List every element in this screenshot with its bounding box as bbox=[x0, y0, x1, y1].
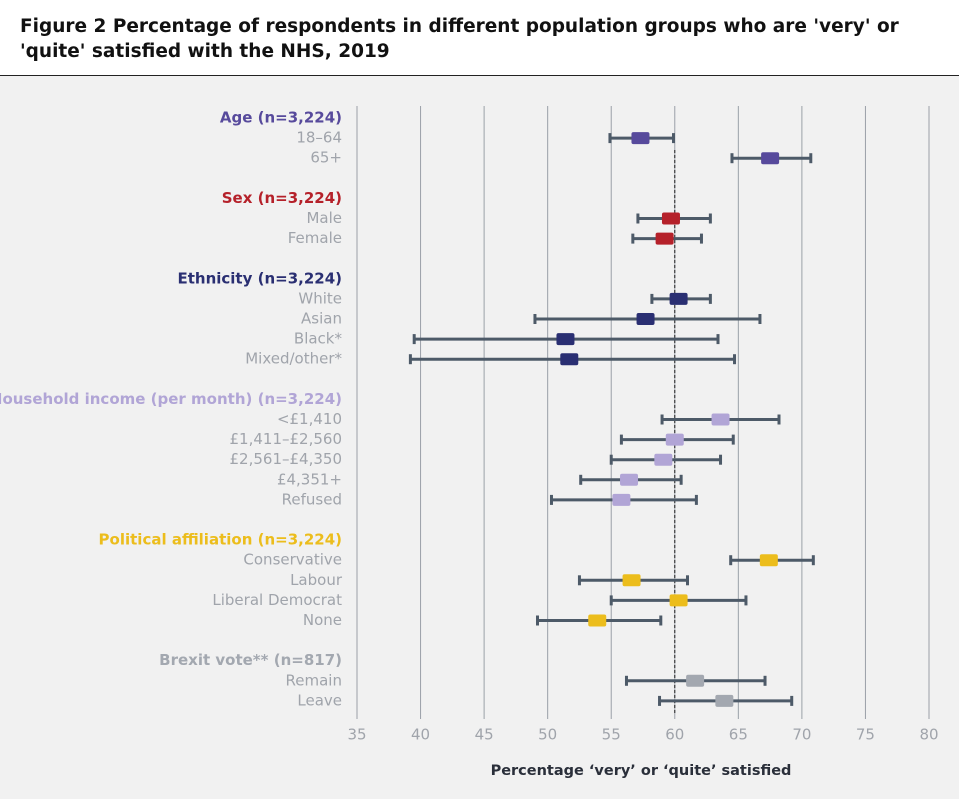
point-marker bbox=[620, 473, 639, 486]
category-label: None bbox=[303, 611, 342, 629]
point-marker bbox=[715, 694, 734, 707]
point-marker bbox=[761, 152, 780, 165]
x-tick-label: 80 bbox=[919, 726, 938, 744]
x-tick-label: 70 bbox=[792, 726, 811, 744]
point-marker bbox=[669, 292, 688, 305]
group-label: Ethnicity (n=3,224) bbox=[177, 269, 342, 287]
x-tick-label: 75 bbox=[856, 726, 875, 744]
category-label: Liberal Democrat bbox=[212, 591, 342, 609]
x-tick-label: 50 bbox=[538, 726, 557, 744]
point-marker bbox=[631, 132, 650, 145]
x-tick-label: 35 bbox=[347, 726, 366, 744]
category-label: Male bbox=[306, 209, 342, 227]
x-tick-label: 40 bbox=[411, 726, 430, 744]
group-label: Brexit vote** (n=817) bbox=[159, 651, 342, 669]
category-label: Leave bbox=[297, 691, 342, 709]
category-label: £2,561–£4,350 bbox=[230, 450, 342, 468]
category-label: 65+ bbox=[310, 149, 342, 167]
title-rule bbox=[0, 75, 959, 76]
x-tick-label: 45 bbox=[475, 726, 494, 744]
point-marker bbox=[661, 212, 680, 225]
plot-background bbox=[0, 76, 959, 799]
category-label: Mixed/other* bbox=[245, 350, 342, 368]
category-label: White bbox=[298, 289, 342, 307]
point-marker bbox=[655, 232, 674, 245]
category-label: £1,411–£2,560 bbox=[230, 430, 342, 448]
point-marker bbox=[560, 353, 579, 366]
group-label: Political affiliation (n=3,224) bbox=[99, 531, 342, 549]
category-label: £4,351+ bbox=[277, 470, 342, 488]
point-marker bbox=[622, 574, 641, 587]
category-label: Refused bbox=[282, 490, 342, 508]
point-marker bbox=[654, 453, 673, 466]
point-marker bbox=[665, 433, 684, 446]
category-label: Labour bbox=[290, 571, 343, 589]
category-label: Black* bbox=[294, 330, 343, 348]
chart: Percentage ‘very’ or ‘quite’ satisfied 3… bbox=[0, 76, 959, 799]
category-label: Remain bbox=[286, 671, 342, 689]
chart-title: Figure 2 Percentage of respondents in di… bbox=[20, 16, 899, 62]
category-label: 18–64 bbox=[296, 129, 342, 147]
point-marker bbox=[556, 333, 575, 346]
point-marker bbox=[636, 313, 655, 325]
category-label: Conservative bbox=[243, 551, 342, 569]
category-label: Asian bbox=[301, 310, 342, 328]
x-tick-label: 65 bbox=[729, 726, 748, 744]
x-tick-label: 55 bbox=[602, 726, 621, 744]
group-label: Sex (n=3,224) bbox=[222, 189, 342, 207]
point-marker bbox=[669, 594, 688, 607]
point-marker bbox=[588, 614, 607, 627]
group-label: Household income (per month) (n=3,224) bbox=[0, 390, 342, 408]
x-tick-label: 60 bbox=[665, 726, 684, 744]
point-marker bbox=[612, 493, 631, 506]
point-marker bbox=[686, 674, 705, 687]
category-label: <£1,410 bbox=[277, 410, 342, 428]
point-marker bbox=[711, 413, 730, 426]
x-axis-title: Percentage ‘very’ or ‘quite’ satisfied bbox=[491, 763, 792, 779]
category-label: Female bbox=[288, 229, 342, 247]
point-marker bbox=[759, 554, 778, 567]
group-label: Age (n=3,224) bbox=[220, 109, 342, 127]
